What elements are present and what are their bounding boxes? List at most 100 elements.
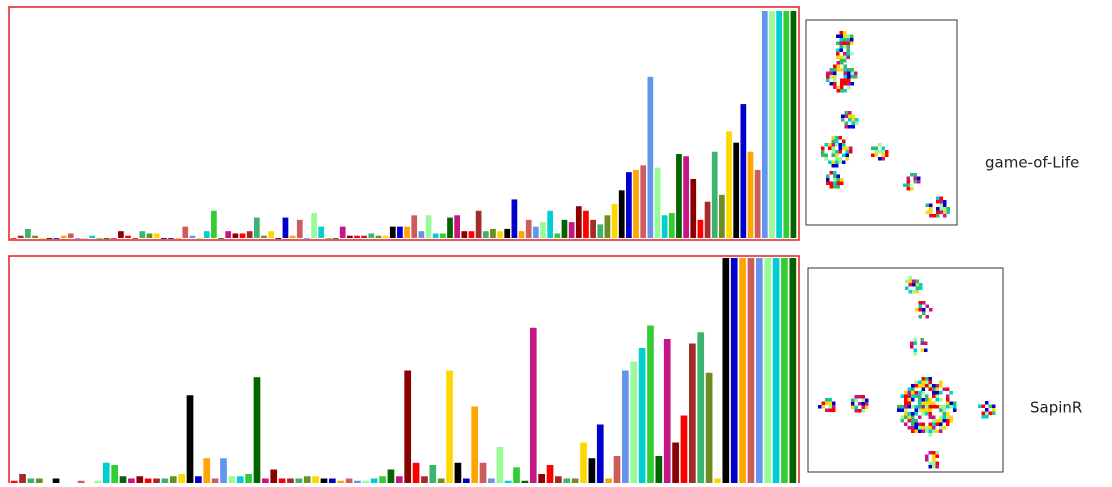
pattern-cell: [918, 398, 922, 402]
bar: [82, 238, 88, 239]
pattern-cell: [847, 78, 851, 82]
pattern-cell: [833, 64, 837, 68]
pattern-cell: [854, 75, 858, 79]
pattern-cell: [946, 398, 950, 402]
pattern-cell: [925, 210, 929, 214]
pattern-cell: [925, 433, 929, 437]
bar: [125, 235, 131, 238]
pattern-cell: [911, 398, 915, 402]
pattern-cell: [936, 200, 940, 204]
pattern-cell: [833, 75, 837, 79]
pattern-cell: [850, 41, 854, 45]
pattern-cell: [861, 395, 865, 399]
pattern-cell: [842, 160, 846, 164]
pattern-cell: [828, 160, 832, 164]
pattern-cell: [939, 426, 943, 430]
pattern-cell: [918, 405, 922, 409]
pattern-cell: [838, 160, 842, 164]
pattern-cell: [839, 31, 843, 35]
pattern-cell: [978, 411, 982, 415]
pattern-cell: [942, 412, 946, 416]
pattern-cell: [911, 387, 915, 391]
pattern-cell: [913, 341, 917, 345]
bar: [722, 258, 730, 483]
pattern-cell: [838, 157, 842, 161]
bar: [769, 11, 775, 238]
bar: [203, 458, 211, 483]
chart-frame: [8, 6, 800, 241]
pattern-cell: [843, 31, 847, 35]
bar: [246, 231, 253, 238]
pattern-cell: [840, 82, 844, 86]
pattern-cell: [915, 286, 919, 290]
bar: [139, 231, 146, 238]
pattern-cell: [925, 384, 929, 388]
pattern-cell: [838, 143, 842, 147]
bar: [318, 226, 325, 238]
bar: [781, 258, 788, 483]
pattern-cell: [850, 38, 854, 42]
pattern-cell: [913, 176, 917, 180]
pattern-cell: [851, 405, 855, 409]
pattern-cell: [928, 412, 932, 416]
bar: [60, 235, 67, 238]
bar: [132, 238, 139, 239]
pattern-cell: [881, 157, 885, 161]
pattern-cell: [919, 283, 923, 287]
bar: [295, 478, 303, 483]
pattern-cell: [836, 181, 840, 185]
pattern-cell: [932, 454, 936, 458]
bar: [102, 462, 110, 483]
pattern-cell: [949, 415, 953, 419]
pattern-cell: [946, 203, 950, 207]
bar: [111, 465, 119, 483]
pattern-cell: [943, 200, 947, 204]
pattern-cell: [915, 308, 919, 312]
pattern-cell: [939, 200, 943, 204]
pattern-cell: [928, 426, 932, 430]
pattern-cell: [861, 402, 865, 406]
pattern-cell: [917, 341, 921, 345]
bar: [568, 222, 575, 238]
pattern-cell: [836, 64, 840, 68]
pattern-cell: [936, 207, 940, 211]
pattern-cell: [845, 146, 849, 150]
pattern-cell: [981, 408, 985, 412]
pattern-cell: [838, 139, 842, 143]
bar: [89, 235, 96, 238]
bar: [611, 203, 618, 238]
pattern-cell: [831, 153, 835, 157]
pattern-cell: [935, 465, 939, 469]
pattern-cell: [924, 348, 928, 352]
pattern-cell: [949, 405, 953, 409]
pattern-cell: [829, 71, 833, 75]
pattern-cell: [840, 85, 844, 89]
pattern-cell: [918, 422, 922, 426]
bar: [146, 233, 153, 238]
pattern-cell: [829, 68, 833, 72]
pattern-cell: [846, 52, 850, 56]
pattern-cell: [821, 405, 825, 409]
pattern-cell: [838, 150, 842, 154]
bar: [186, 395, 194, 483]
pattern-cell: [903, 176, 907, 180]
pattern-cell: [861, 405, 865, 409]
bar: [182, 226, 189, 238]
pattern-cell: [851, 398, 855, 402]
pattern-cell: [925, 401, 929, 405]
pattern-cell: [840, 61, 844, 65]
bar: [35, 478, 43, 483]
pattern-cell: [907, 401, 911, 405]
pattern-cell: [904, 422, 908, 426]
bar: [421, 476, 428, 483]
pattern-cell: [839, 55, 843, 59]
pattern-cell: [932, 412, 936, 416]
pattern-cell: [932, 426, 936, 430]
pattern-cell: [824, 157, 828, 161]
pattern-cell: [843, 45, 847, 49]
pattern-cell: [847, 82, 851, 86]
pattern-cell: [858, 395, 862, 399]
bar: [53, 238, 60, 239]
pattern-cell: [917, 180, 921, 184]
